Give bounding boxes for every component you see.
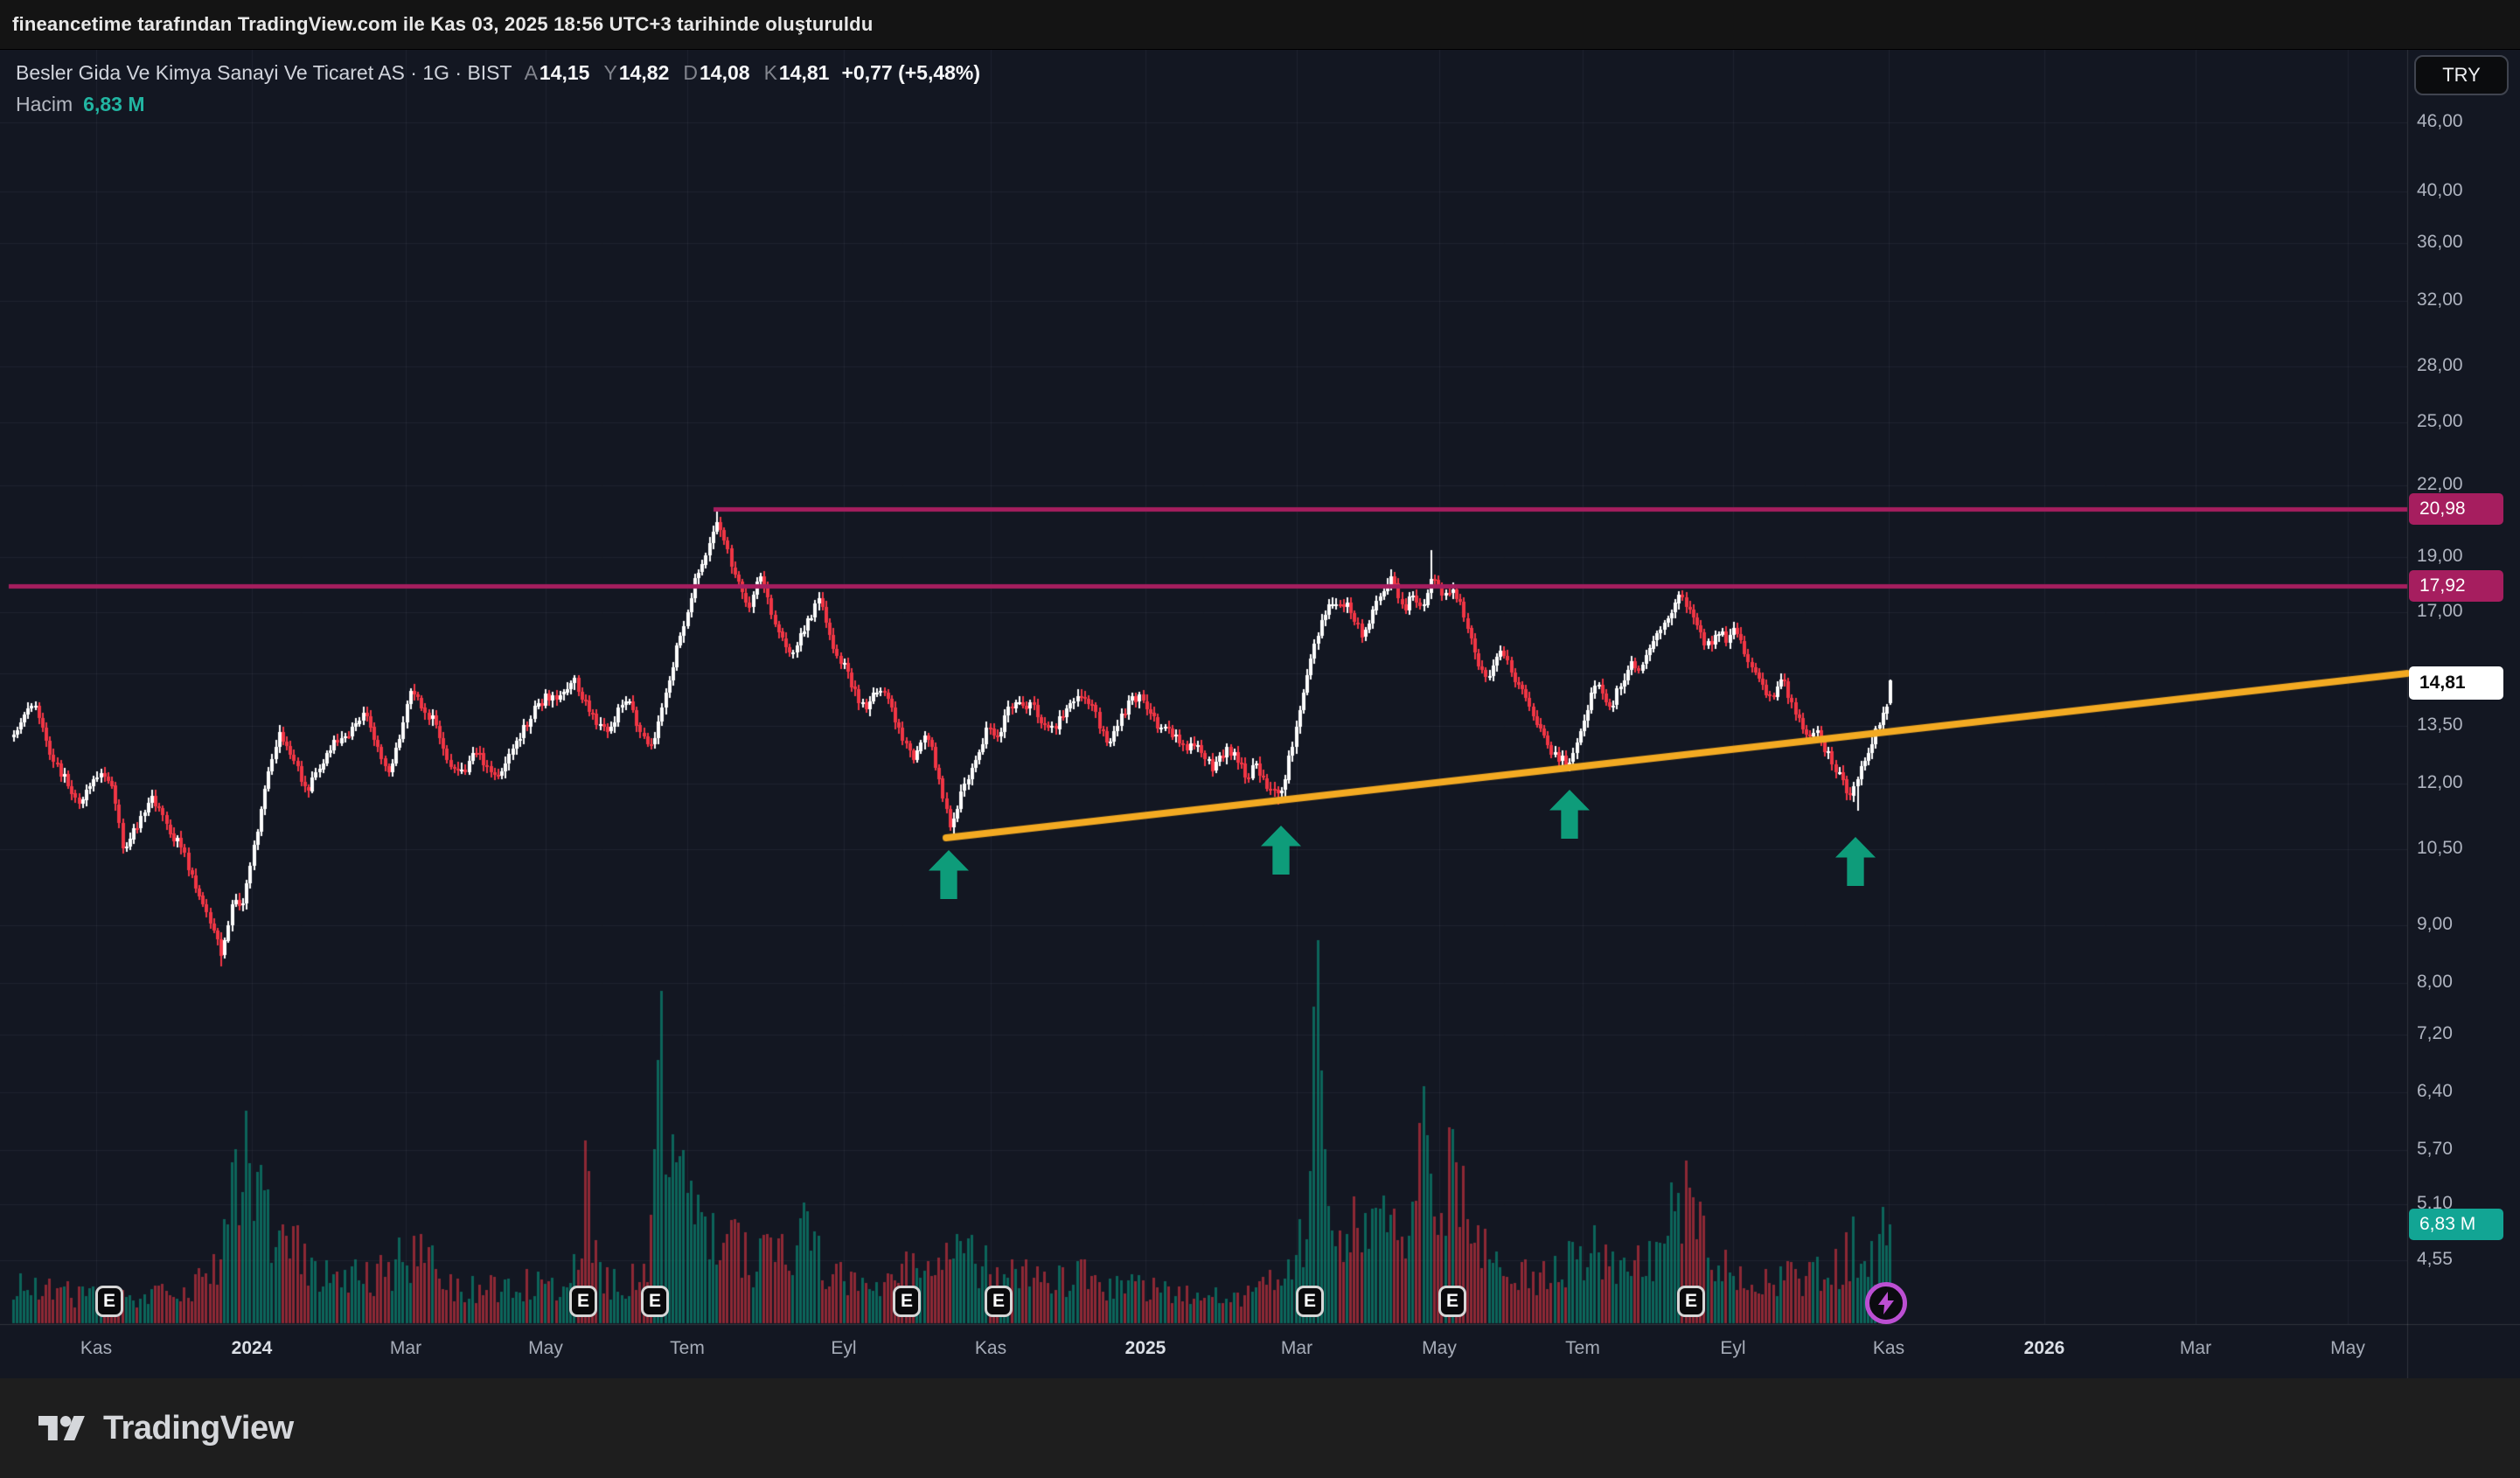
ohlc-field-value: 14,08 <box>700 61 750 84</box>
earnings-marker[interactable]: E <box>1438 1286 1466 1317</box>
price-tick-label: 9,00 <box>2417 913 2453 934</box>
resistance-price-label-2098: 20,98 <box>2409 493 2503 525</box>
ohlc-field-label: D <box>683 61 699 84</box>
brand-name[interactable]: TradingView <box>103 1409 294 1447</box>
time-axis-label: 2024 <box>231 1338 273 1358</box>
price-tick-label: 28,00 <box>2417 355 2463 376</box>
earnings-marker[interactable]: E <box>893 1286 921 1317</box>
ohlc-field-label: Y <box>603 61 617 84</box>
price-tick-label: 12,00 <box>2417 771 2463 792</box>
ohlc-field-value: 14,81 <box>778 61 830 84</box>
earnings-marker[interactable]: E <box>1296 1286 1324 1317</box>
time-axis-label: Mar <box>1280 1338 1313 1358</box>
ohlc-item: Y 14,82 <box>603 61 669 85</box>
lightning-bolt-icon[interactable] <box>1865 1282 1907 1324</box>
earnings-marker[interactable]: E <box>569 1286 597 1317</box>
earnings-marker[interactable]: E <box>1677 1286 1705 1317</box>
ohlc-field-value: 14,15 <box>539 61 590 84</box>
symbol-title[interactable]: Besler Gida Ve Kimya Sanayi Ve Ticaret A… <box>16 61 512 84</box>
chart-header: Besler Gida Ve Kimya Sanayi Ve Ticaret A… <box>16 61 980 116</box>
price-tick-label: 5,10 <box>2417 1193 2453 1214</box>
time-axis-label: May <box>528 1338 563 1358</box>
price-tick-label: 6,40 <box>2417 1081 2453 1102</box>
change-readout: +0,77 (+5,48%) <box>841 61 981 84</box>
price-tick-label: 25,00 <box>2417 411 2463 432</box>
time-axis-label: Eyl <box>831 1338 857 1358</box>
time-axis-label: Mar <box>389 1338 422 1358</box>
price-tick-label: 10,50 <box>2417 837 2463 858</box>
price-tick-label: 46,00 <box>2417 111 2463 132</box>
footer-bar: TradingView <box>0 1378 2520 1478</box>
last-price-label: 14,81 <box>2409 666 2503 700</box>
price-tick-label: 40,00 <box>2417 179 2463 200</box>
price-tick-label: 8,00 <box>2417 971 2453 992</box>
ohlc-item: A 14,15 <box>525 61 590 85</box>
time-axis-label: Kas <box>80 1338 113 1358</box>
volume-value: 6,83 M <box>83 93 145 115</box>
price-tick-label: 36,00 <box>2417 232 2463 253</box>
price-tick-label: 4,55 <box>2417 1249 2453 1270</box>
price-tick-label: 32,00 <box>2417 289 2463 310</box>
attribution-bar: fineancetime tarafından TradingView.com … <box>0 0 2520 50</box>
price-tick-label: 5,70 <box>2417 1138 2453 1159</box>
ohlc-readout: A 14,15 Y 14,82 D 14,08 K 14,81 <box>525 61 830 85</box>
resistance-price-label-1792: 17,92 <box>2409 570 2503 602</box>
time-axis-label: Tem <box>670 1338 705 1358</box>
tradingview-logo-icon[interactable] <box>38 1410 87 1447</box>
ohlc-field-value: 14,82 <box>618 61 670 84</box>
price-tick-label: 19,00 <box>2417 546 2463 567</box>
price-tick-label: 7,20 <box>2417 1023 2453 1044</box>
ohlc-item: D 14,08 <box>683 61 749 85</box>
price-tick-label: 13,50 <box>2417 714 2463 735</box>
earnings-marker[interactable]: E <box>985 1286 1013 1317</box>
time-axis-label: May <box>2330 1338 2365 1358</box>
volume-label: Hacim <box>16 93 73 115</box>
time-axis-label: Tem <box>1565 1338 1600 1358</box>
time-axis-label: Mar <box>2179 1338 2212 1358</box>
currency-button[interactable]: TRY <box>2414 55 2509 95</box>
time-axis-label: Kas <box>974 1338 1007 1358</box>
time-axis-label: Eyl <box>1720 1338 1746 1358</box>
ohlc-field-label: A <box>524 61 538 84</box>
ohlc-field-label: K <box>763 61 777 84</box>
earnings-marker[interactable]: E <box>95 1286 123 1317</box>
earnings-marker[interactable]: E <box>641 1286 669 1317</box>
time-axis-label: May <box>1422 1338 1457 1358</box>
time-axis-label: 2026 <box>2023 1338 2065 1358</box>
time-axis-label: 2025 <box>1124 1338 1166 1358</box>
volume-axis-label: 6,83 M <box>2409 1209 2503 1240</box>
price-tick-label: 17,00 <box>2417 601 2463 621</box>
time-axis-label: Kas <box>1872 1338 1905 1358</box>
price-tick-label: 22,00 <box>2417 473 2463 494</box>
attribution-text: fineancetime tarafından TradingView.com … <box>12 13 874 35</box>
ohlc-item: K 14,81 <box>764 61 830 85</box>
